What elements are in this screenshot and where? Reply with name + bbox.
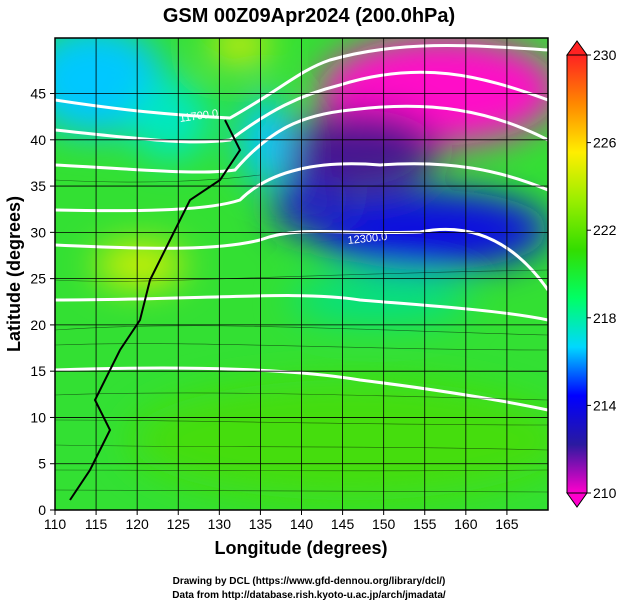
- x-tick-label: 125: [167, 516, 191, 532]
- x-tick-label: 150: [372, 516, 396, 532]
- y-tick-label: 10: [30, 409, 46, 425]
- x-tick-label: 160: [454, 516, 478, 532]
- contour-label: 12300.0: [347, 231, 388, 247]
- colorbar: [566, 54, 588, 494]
- y-tick-label: 40: [30, 132, 46, 148]
- x-tick-label: 165: [495, 516, 519, 532]
- x-tick-label: 155: [413, 516, 437, 532]
- colorbar-tick-label: 222: [593, 222, 617, 238]
- colorbar-tick-label: 218: [593, 310, 617, 326]
- y-tick-label: 35: [30, 178, 46, 194]
- field: [55, 38, 548, 510]
- x-tick-label: 110: [44, 516, 67, 532]
- x-tick-label: 140: [290, 516, 314, 532]
- colorbar-tick-label: 210: [593, 485, 617, 501]
- y-tick-label: 25: [30, 271, 46, 287]
- footer-line: Data from http://database.rish.kyoto-u.a…: [172, 590, 446, 601]
- x-tick-label: 135: [249, 516, 273, 532]
- y-axis-label: Latitude (degrees): [4, 196, 24, 352]
- y-tick-label: 5: [38, 456, 46, 472]
- colorbar-extend: [566, 492, 588, 508]
- x-tick-label: 120: [125, 516, 149, 532]
- x-axis-label: Longitude (degrees): [214, 538, 387, 558]
- chart-title: GSM 00Z09Apr2024 (200.0hPa): [163, 5, 455, 27]
- colorbar-extend: [566, 40, 588, 56]
- x-tick-label: 145: [331, 516, 355, 532]
- y-tick-label: 15: [30, 363, 46, 379]
- colorbar-tick-label: 226: [593, 135, 617, 151]
- y-tick-label: 0: [38, 502, 46, 518]
- colorbar-tick-label: 230: [593, 47, 617, 63]
- x-tick-label: 115: [85, 516, 108, 532]
- y-tick-label: 20: [30, 317, 46, 333]
- x-tick-label: 130: [208, 516, 232, 532]
- footer-line: Drawing by DCL (https://www.gfd-dennou.o…: [173, 576, 446, 587]
- y-tick-label: 45: [30, 86, 46, 102]
- colorbar-tick-label: 214: [593, 397, 617, 413]
- contour-label: 11700.0: [179, 108, 219, 125]
- y-tick-label: 30: [30, 224, 46, 240]
